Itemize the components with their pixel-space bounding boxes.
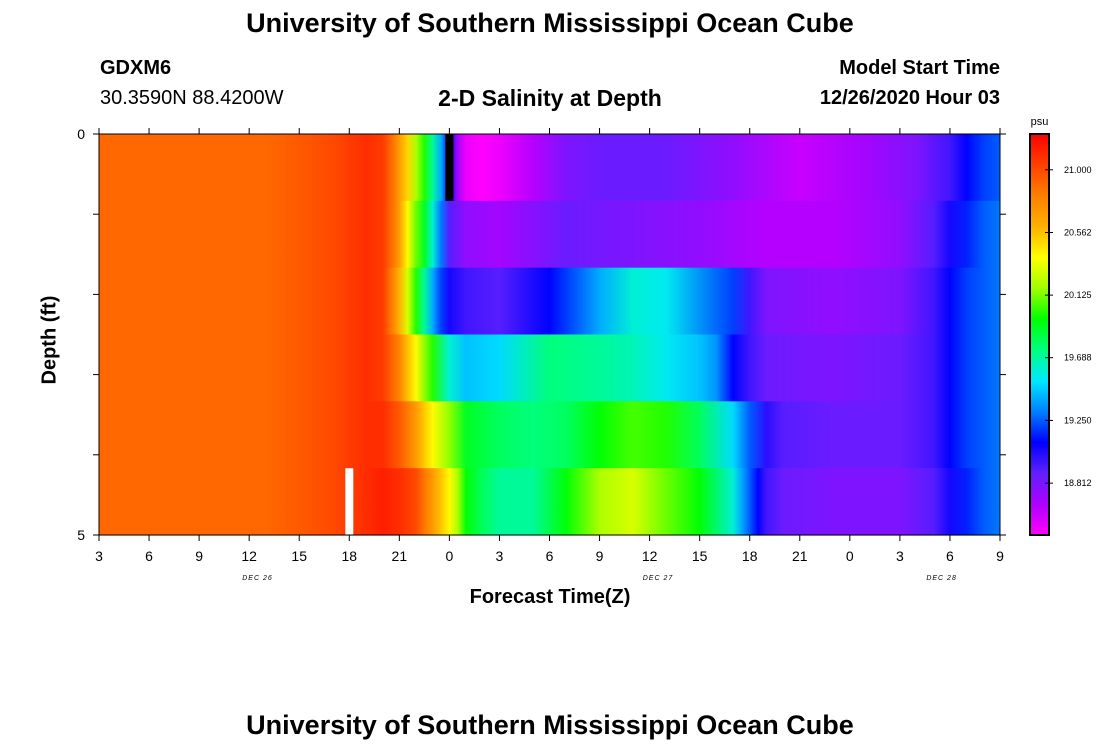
- x-tick-label: 9: [996, 548, 1004, 564]
- x-tick-label: 3: [95, 548, 103, 564]
- y-tick-label: 0: [77, 126, 85, 142]
- heatmap-layers: [99, 134, 1000, 536]
- x-tick-label: 18: [341, 548, 357, 564]
- colorbar-tick-label: 20.562: [1064, 228, 1092, 238]
- x-tick-label: 21: [392, 548, 408, 564]
- y-axis-title: Depth (ft): [38, 295, 61, 385]
- x-tick-label: 6: [546, 548, 554, 564]
- station-coordinates: 30.3590N 88.4200W: [100, 87, 284, 109]
- x-tick-label: 0: [445, 548, 453, 564]
- x-tick-label: 21: [792, 548, 808, 564]
- colorbar-unit: psu: [1031, 116, 1049, 128]
- x-tick-label: 6: [946, 548, 954, 564]
- colorbar-gradient: [1029, 133, 1050, 536]
- x-tick-label: 6: [145, 548, 153, 564]
- x-tick-label: 0: [846, 548, 854, 564]
- black-bar-marker: [445, 134, 454, 201]
- day-label: DEC 27: [643, 575, 674, 582]
- x-tick-label: 12: [642, 548, 658, 564]
- depth-layer-band: [99, 267, 1000, 336]
- x-axis-ticks: 3 6 9 12 15 18 21 0 3 6 9 12 15 18 21 0 3 6 9 DEC 26 DEC 27 D…: [95, 128, 1004, 582]
- colorbar-tick-label: 21.000: [1064, 165, 1092, 175]
- x-tick-label: 9: [195, 548, 203, 564]
- depth-layer-band: [99, 468, 1000, 536]
- colorbar: psu 21.000 20.562 20.125 19.688 19.250 18.812: [1029, 116, 1092, 536]
- day-label: DEC 28: [926, 575, 957, 582]
- model-start-value: 12/26/2020 Hour 03: [819, 87, 1000, 109]
- colorbar-tick-label: 19.688: [1064, 353, 1092, 363]
- depth-layer-band: [99, 134, 1000, 202]
- y-axis-ticks: 05: [77, 126, 1006, 543]
- x-axis-title: Forecast Time(Z): [469, 586, 631, 608]
- heatmap-markers: [345, 134, 454, 535]
- white-bar-marker: [345, 468, 354, 535]
- page-title-top: University of Southern Mississippi Ocean…: [246, 8, 854, 38]
- station-id: GDXM6: [100, 57, 172, 79]
- x-tick-label: 3: [496, 548, 504, 564]
- colorbar-tick-label: 19.250: [1064, 415, 1092, 425]
- model-start-label: Model Start Time: [839, 57, 1000, 79]
- depth-layer-band: [99, 334, 1000, 402]
- y-tick-label: 5: [77, 527, 85, 543]
- x-tick-label: 12: [241, 548, 257, 564]
- plot-title: 2-D Salinity at Depth: [438, 85, 662, 111]
- page-title-bottom: University of Southern Mississippi Ocean…: [246, 710, 854, 740]
- x-tick-label: 3: [896, 548, 904, 564]
- depth-layer-band: [99, 401, 1000, 469]
- colorbar-tick-label: 18.812: [1064, 478, 1092, 488]
- day-label: DEC 26: [242, 575, 273, 582]
- x-tick-label: 9: [596, 548, 604, 564]
- x-tick-label: 15: [291, 548, 307, 564]
- depth-layer-band: [99, 200, 1000, 269]
- x-tick-label: 15: [692, 548, 708, 564]
- colorbar-tick-label: 20.125: [1064, 290, 1092, 300]
- x-tick-label: 18: [742, 548, 758, 564]
